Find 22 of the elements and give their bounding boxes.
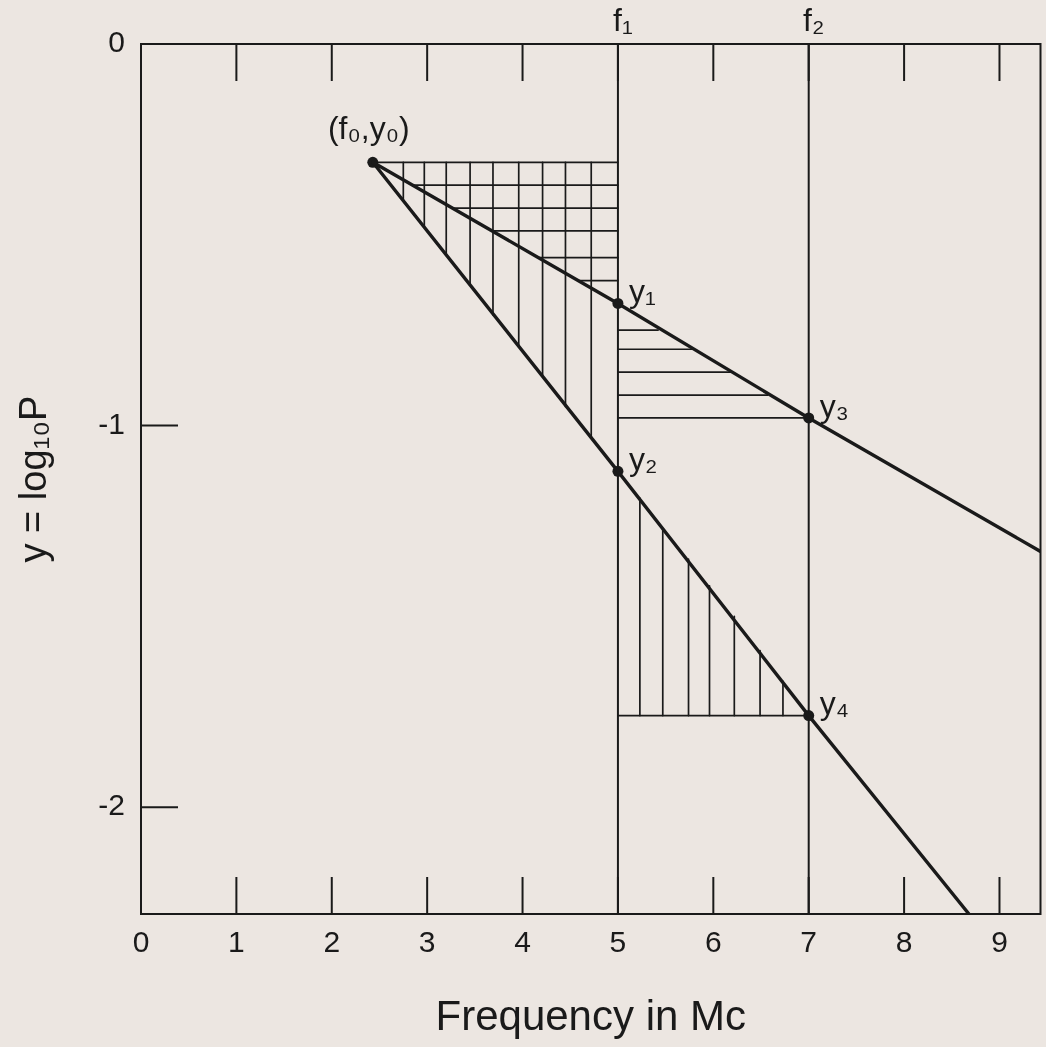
x-tick-label: 6 <box>704 925 722 959</box>
x-tick-label: 8 <box>895 925 913 959</box>
x-tick-label: 0 <box>132 925 150 959</box>
x-tick-label: 7 <box>800 925 818 959</box>
annotation: y₂ <box>628 441 658 478</box>
annotation: (f₀,y₀) <box>327 110 410 147</box>
annotation: y₃ <box>819 387 849 424</box>
annotation: y₁ <box>628 273 656 310</box>
ref-line-label: f₂ <box>803 1 825 38</box>
x-tick-label: 5 <box>609 925 627 959</box>
y-tick-label: 0 <box>108 25 125 59</box>
x-tick-label: 2 <box>323 925 341 959</box>
annotation: y₄ <box>819 685 849 722</box>
ref-line-label: f₁ <box>613 1 633 38</box>
y-tick-label: -1 <box>98 406 125 440</box>
x-axis-title: Frequency in Mc <box>435 992 746 1040</box>
y-tick-label: -2 <box>98 788 125 822</box>
y-axis-title: y = log₁₀P <box>12 395 55 563</box>
x-tick-label: 1 <box>228 925 245 959</box>
x-tick-label: 9 <box>991 925 1008 959</box>
x-tick-label: 4 <box>514 925 531 959</box>
x-tick-label: 3 <box>418 925 436 959</box>
